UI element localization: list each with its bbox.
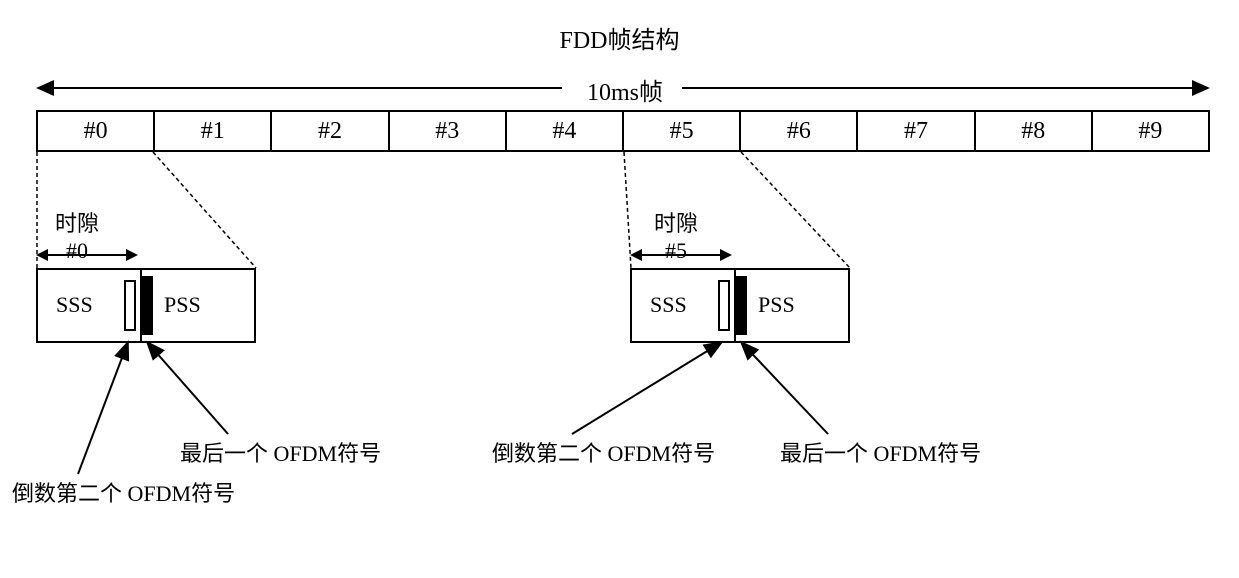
fdd-frame-diagram: FDD帧结构 10ms帧 #0#1#2#3#4#5#6#7#8#9 时隙 #0 … bbox=[20, 20, 1219, 558]
slot5-arrow-line bbox=[642, 254, 720, 256]
frame-arrow-line-left bbox=[54, 87, 562, 89]
slot5-last-symbol bbox=[736, 276, 747, 335]
ann-left-second-last: 倒数第二个 OFDM符号 bbox=[12, 476, 235, 508]
subframes-row: #0#1#2#3#4#5#6#7#8#9 bbox=[36, 110, 1210, 152]
slot0-arrow-line bbox=[48, 254, 126, 256]
slot5-second-last-symbol bbox=[718, 280, 730, 331]
pss-label-left: PSS bbox=[164, 292, 201, 318]
subframe-cell: #4 bbox=[507, 112, 624, 150]
subframe-cell: #9 bbox=[1093, 112, 1208, 150]
slot0-second-last-symbol bbox=[124, 280, 136, 331]
diagram-title: FDD帧结构 bbox=[20, 20, 1219, 55]
subframe-cell: #6 bbox=[741, 112, 858, 150]
subframe-cell: #2 bbox=[272, 112, 389, 150]
slot0-arrow-left bbox=[36, 249, 48, 261]
slot0-arrow-right bbox=[126, 249, 138, 261]
pss-label-right: PSS bbox=[758, 292, 795, 318]
subframe-cell: #0 bbox=[38, 112, 155, 150]
frame-arrow-left bbox=[36, 80, 54, 96]
sss-label-left: SSS bbox=[56, 292, 93, 318]
slot5-arrow-left bbox=[630, 249, 642, 261]
subframe-cell: #1 bbox=[155, 112, 272, 150]
slot5-arrow-right bbox=[720, 249, 732, 261]
frame-duration-label: 10ms帧 bbox=[570, 72, 680, 107]
ann-right-last: 最后一个 OFDM符号 bbox=[780, 436, 981, 468]
subframe-cell: #7 bbox=[858, 112, 975, 150]
sss-label-right: SSS bbox=[650, 292, 687, 318]
frame-arrow-right bbox=[1192, 80, 1210, 96]
subframe-cell: #3 bbox=[390, 112, 507, 150]
ann-right-second-last: 倒数第二个 OFDM符号 bbox=[492, 436, 715, 468]
slot0-last-symbol bbox=[142, 276, 153, 335]
frame-arrow-line-right bbox=[682, 87, 1192, 89]
subframe-cell: #5 bbox=[624, 112, 741, 150]
ann-left-last: 最后一个 OFDM符号 bbox=[180, 436, 381, 468]
subframe-cell: #8 bbox=[976, 112, 1093, 150]
